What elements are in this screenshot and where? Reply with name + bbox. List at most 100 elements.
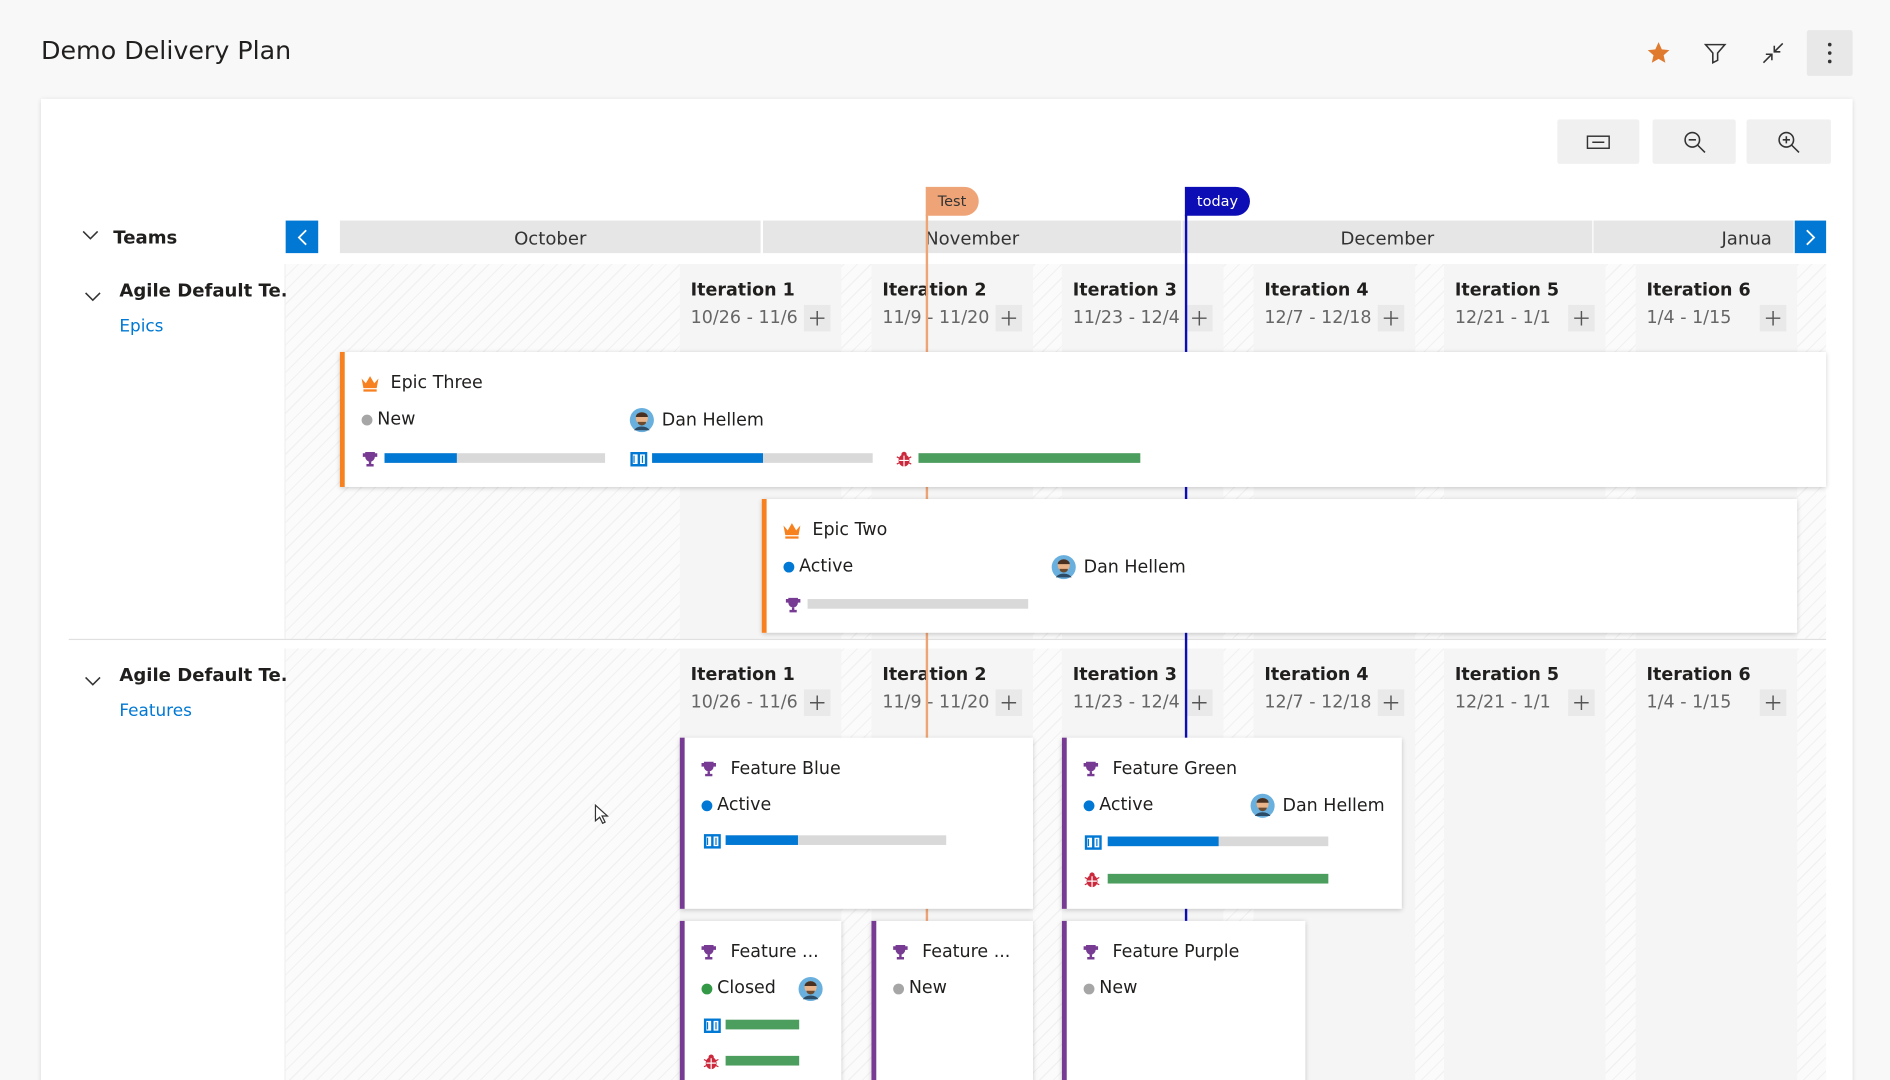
- next-button[interactable]: [1794, 220, 1827, 254]
- filter-button[interactable]: [1703, 41, 1727, 65]
- iteration-name: Iteration 4: [1264, 280, 1369, 301]
- iteration-name: Iteration 5: [1454, 280, 1560, 301]
- work-item-card[interactable]: Feature ... Closed: [679, 920, 842, 1080]
- iteration-dates: 11/23 - 12/4: [1072, 693, 1180, 713]
- bug-icon: [703, 1054, 719, 1070]
- card-type-icon: [360, 374, 379, 393]
- assignee-name: Dan Hellem: [661, 411, 764, 431]
- progress-icon: [703, 1016, 722, 1033]
- assignee-avatar: [798, 976, 823, 1002]
- plus-icon: [1765, 310, 1781, 326]
- team-chevron[interactable]: [84, 284, 101, 302]
- bug-icon: [1084, 872, 1100, 888]
- teams-chevron[interactable]: [82, 229, 99, 241]
- chevron-down: [85, 676, 101, 686]
- card-type-icon: [700, 943, 719, 962]
- work-item-card[interactable]: Epic Two Active Dan Hellem: [761, 499, 1798, 633]
- prev-button[interactable]: [285, 220, 319, 254]
- card-type-icon: [892, 943, 911, 962]
- iteration-dates: 11/9 - 11/20: [882, 308, 990, 328]
- add-button[interactable]: [1186, 304, 1213, 332]
- iteration-name: Iteration 6: [1646, 665, 1751, 685]
- chevron-left: [297, 228, 307, 245]
- state-dot: [1083, 800, 1095, 812]
- state-dot: [701, 983, 713, 995]
- progress-icon: [1084, 870, 1103, 888]
- row-border: [68, 638, 1827, 641]
- add-button[interactable]: [1377, 304, 1405, 332]
- work-item-card[interactable]: Feature Purple New: [1061, 920, 1306, 1080]
- progress-fill: [725, 1019, 800, 1030]
- assignee-avatar: [1250, 793, 1275, 818]
- backlog-link[interactable]: Features: [119, 701, 192, 721]
- iteration-name: Iteration 2: [882, 665, 987, 685]
- mouse-cursor: [594, 803, 610, 826]
- iteration-dates: 12/7 - 12/18: [1264, 308, 1372, 328]
- team-name: Agile Default Te...: [119, 279, 302, 302]
- add-button[interactable]: [995, 689, 1023, 716]
- work-item-card[interactable]: Feature Green Active Dan Hellem: [1061, 737, 1402, 909]
- iteration-dates: 12/7 - 12/18: [1264, 693, 1372, 713]
- zoom-out-icon: [1683, 131, 1705, 153]
- progress-icon: [785, 595, 804, 613]
- zoom-out-button[interactable]: [1652, 119, 1736, 164]
- progress-fill: [918, 453, 1141, 463]
- plus-icon: [809, 695, 825, 710]
- chevron-down: [85, 292, 101, 302]
- favorite-star[interactable]: [1645, 40, 1672, 67]
- card-type-icon: [700, 759, 719, 778]
- zoom-in-button[interactable]: [1746, 119, 1831, 164]
- trophy-icon: [893, 944, 908, 960]
- iteration-name: Iteration 3: [1072, 280, 1177, 301]
- card-icon: [1586, 134, 1610, 149]
- progress-track: [652, 453, 873, 463]
- card-state: Closed: [717, 978, 776, 999]
- more-button[interactable]: [1806, 30, 1853, 76]
- add-button[interactable]: [1759, 689, 1787, 716]
- add-button[interactable]: [803, 304, 831, 332]
- team-chevron[interactable]: [84, 669, 101, 686]
- add-button[interactable]: [1759, 304, 1787, 332]
- zoom-in-icon: [1778, 131, 1800, 153]
- work-item-card[interactable]: Feature Blue Active: [679, 737, 1033, 909]
- collapse-button[interactable]: [1761, 41, 1785, 65]
- iteration-name: Iteration 6: [1646, 280, 1751, 301]
- progress-icon: [896, 450, 915, 467]
- plus-icon: [1574, 695, 1589, 710]
- add-button[interactable]: [803, 689, 831, 716]
- plus-icon: [809, 310, 825, 326]
- card-type-icon: [782, 521, 801, 540]
- backlog-link[interactable]: Epics: [119, 317, 164, 337]
- card-fields-button[interactable]: [1557, 119, 1640, 164]
- state-dot: [783, 561, 795, 573]
- card-type-icon: [1082, 943, 1101, 962]
- state-dot: [361, 414, 373, 426]
- card-state: Active: [799, 556, 854, 577]
- add-button[interactable]: [1568, 304, 1595, 332]
- avatar: [1051, 555, 1076, 580]
- plus-icon: [1574, 310, 1589, 326]
- progress-fill: [725, 835, 799, 845]
- card-title: Feature Green: [1112, 759, 1238, 779]
- book-icon: [630, 452, 648, 467]
- add-button[interactable]: [1186, 689, 1213, 716]
- progress-icon: [703, 832, 722, 849]
- bug-icon: [896, 451, 912, 467]
- iteration-dates: 11/9 - 11/20: [882, 693, 990, 713]
- add-button[interactable]: [1377, 689, 1405, 716]
- plus-icon: [1001, 695, 1017, 710]
- work-item-card[interactable]: Feature ... New: [871, 920, 1033, 1080]
- work-item-card[interactable]: Epic Three New Dan Hellem: [339, 351, 1827, 487]
- card-title: Epic Two: [812, 520, 888, 540]
- assignee-name: Dan Hellem: [1282, 796, 1385, 817]
- iteration-name: Iteration 4: [1264, 665, 1369, 685]
- iteration-name: Iteration 1: [690, 665, 795, 685]
- add-button[interactable]: [1568, 689, 1595, 716]
- trophy-icon: [1083, 761, 1099, 777]
- progress-icon: [1084, 833, 1103, 850]
- book-icon: [703, 834, 721, 849]
- card-title: Feature ...: [922, 942, 1011, 962]
- card-state: New: [377, 409, 416, 430]
- marker-line: [925, 214, 929, 1080]
- add-button[interactable]: [995, 304, 1023, 332]
